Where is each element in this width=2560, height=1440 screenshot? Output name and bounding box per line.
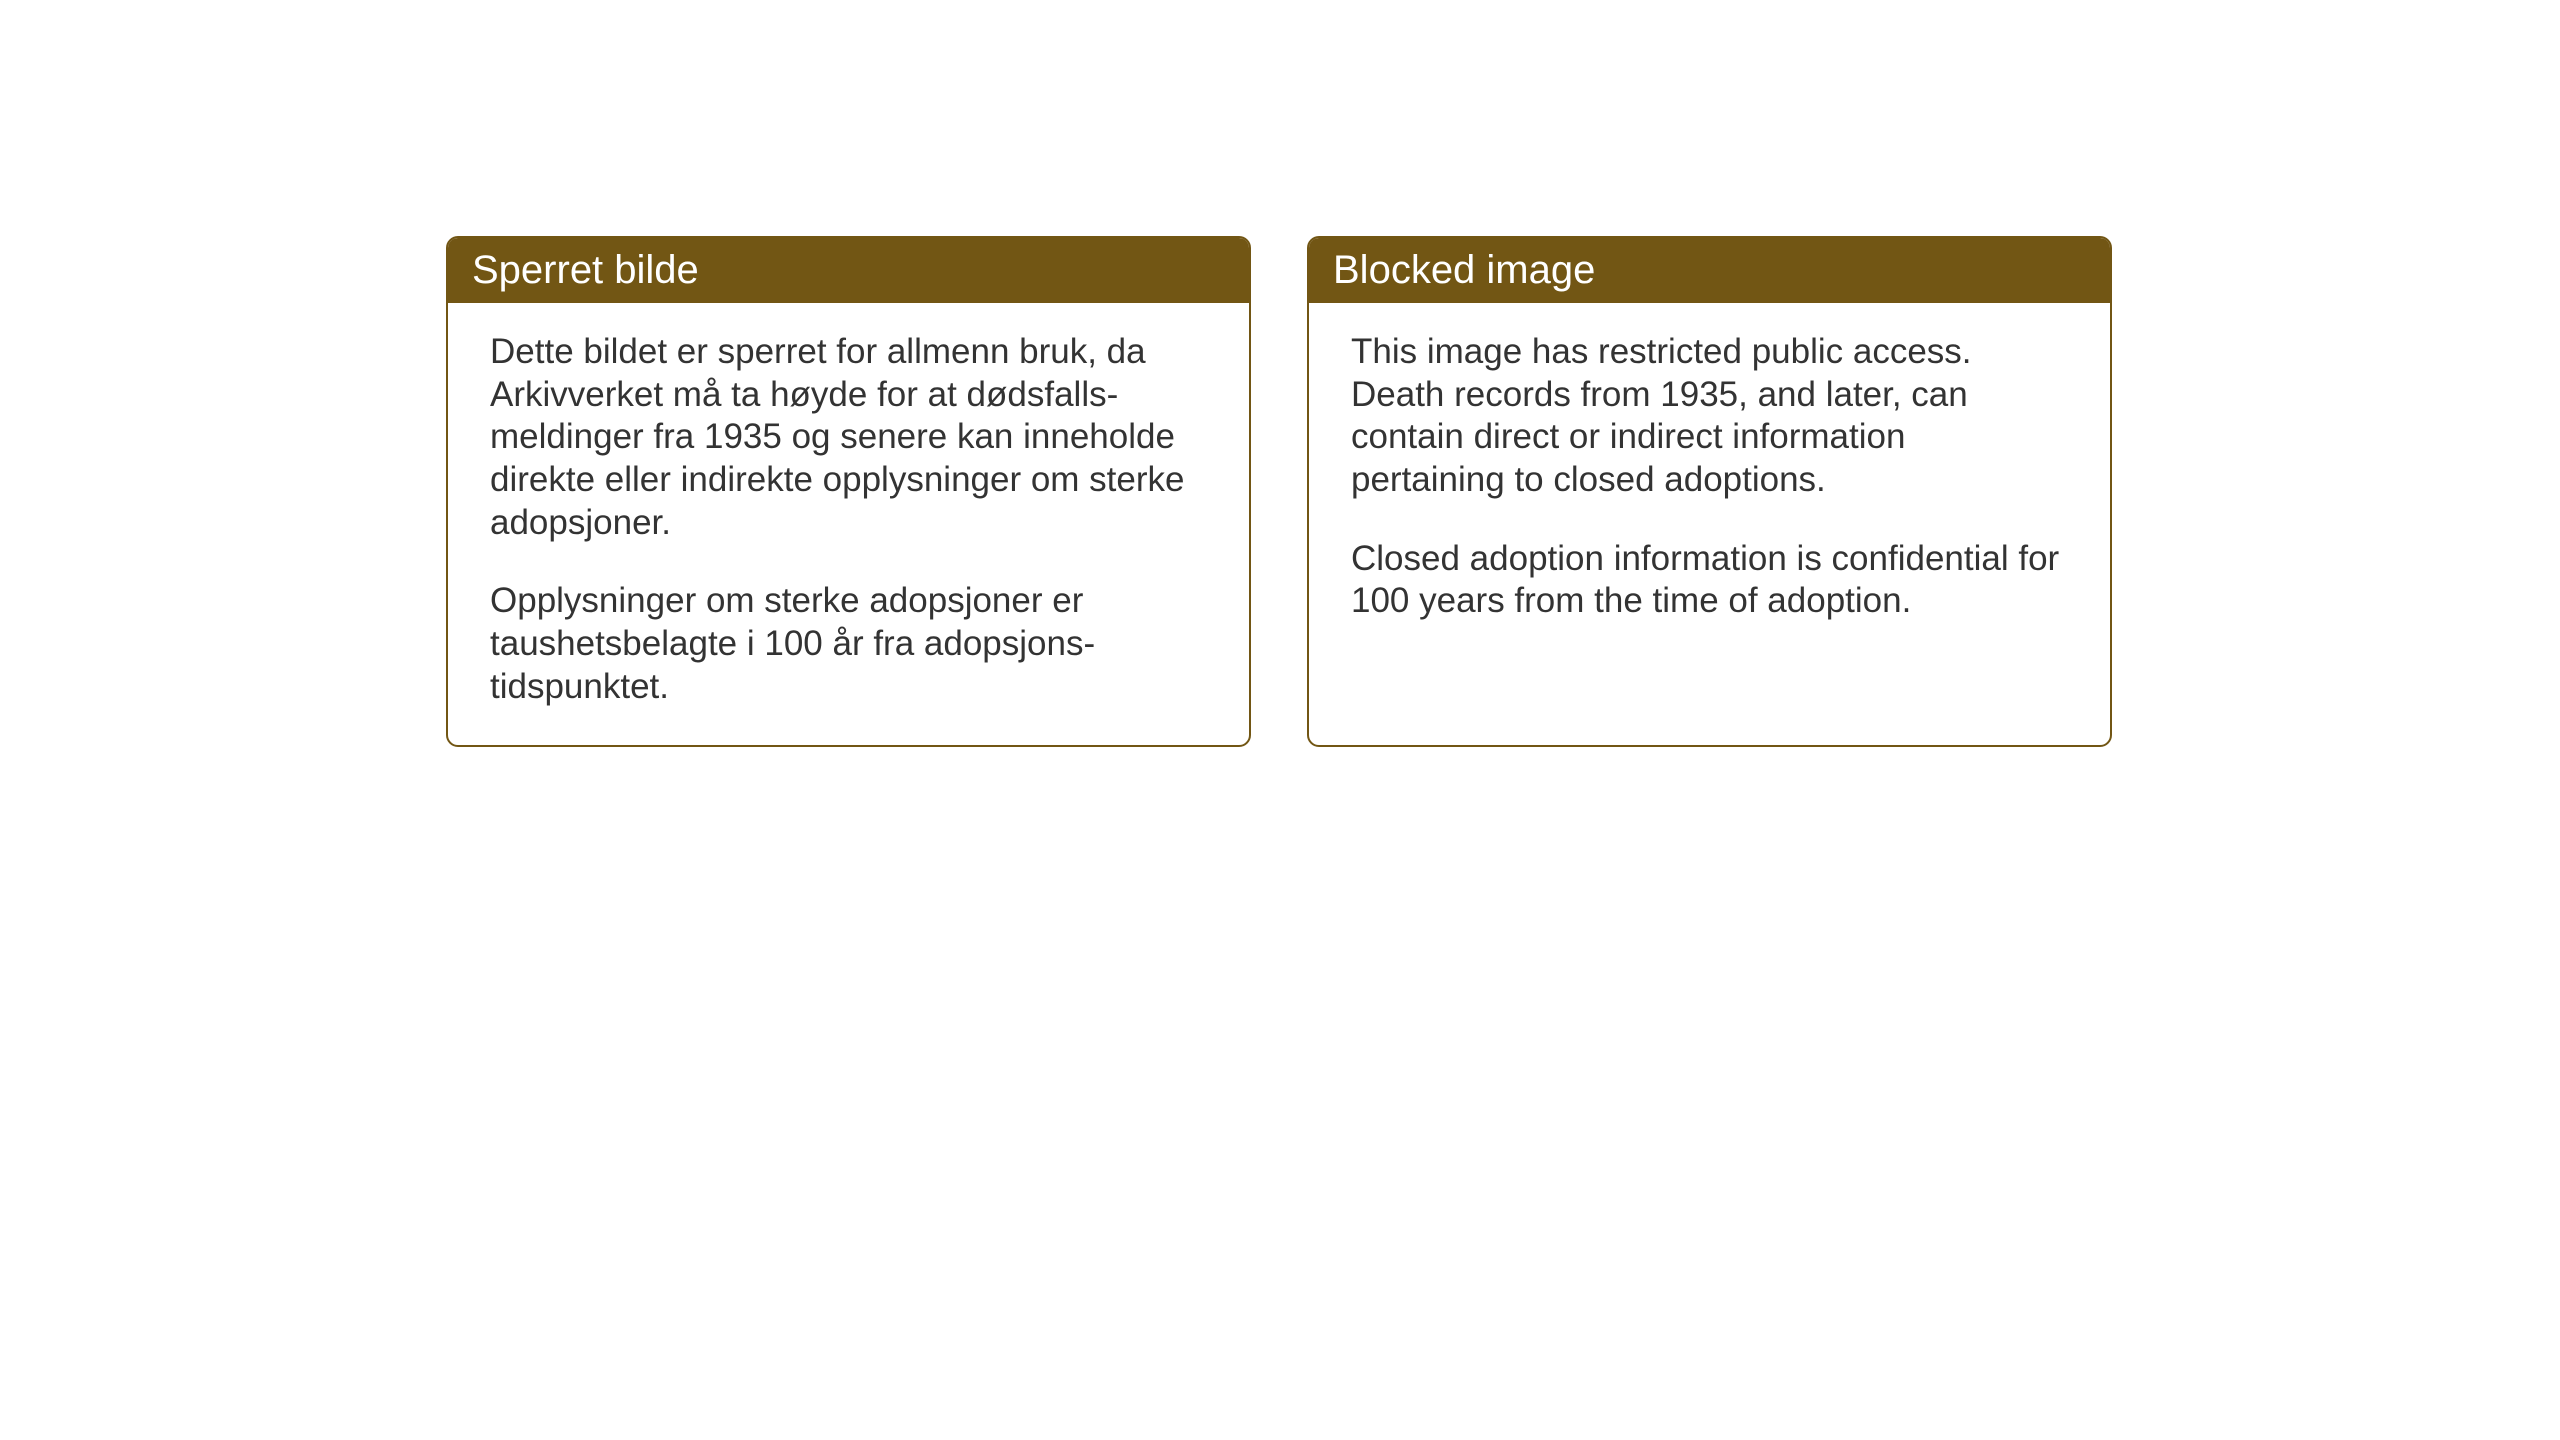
card-norwegian: Sperret bilde Dette bildet er sperret fo…	[446, 236, 1251, 747]
card-english-paragraph-1: This image has restricted public access.…	[1351, 331, 2068, 502]
card-english: Blocked image This image has restricted …	[1307, 236, 2112, 747]
card-norwegian-title: Sperret bilde	[472, 248, 699, 292]
card-english-body: This image has restricted public access.…	[1309, 303, 2110, 659]
card-norwegian-body: Dette bildet er sperret for allmenn bruk…	[448, 303, 1249, 745]
card-norwegian-paragraph-2: Opplysninger om sterke adopsjoner er tau…	[490, 580, 1207, 708]
cards-container: Sperret bilde Dette bildet er sperret fo…	[446, 236, 2112, 747]
card-english-paragraph-2: Closed adoption information is confident…	[1351, 538, 2068, 623]
card-norwegian-paragraph-1: Dette bildet er sperret for allmenn bruk…	[490, 331, 1207, 544]
card-english-header: Blocked image	[1309, 238, 2110, 303]
card-norwegian-header: Sperret bilde	[448, 238, 1249, 303]
card-english-title: Blocked image	[1333, 248, 1595, 292]
